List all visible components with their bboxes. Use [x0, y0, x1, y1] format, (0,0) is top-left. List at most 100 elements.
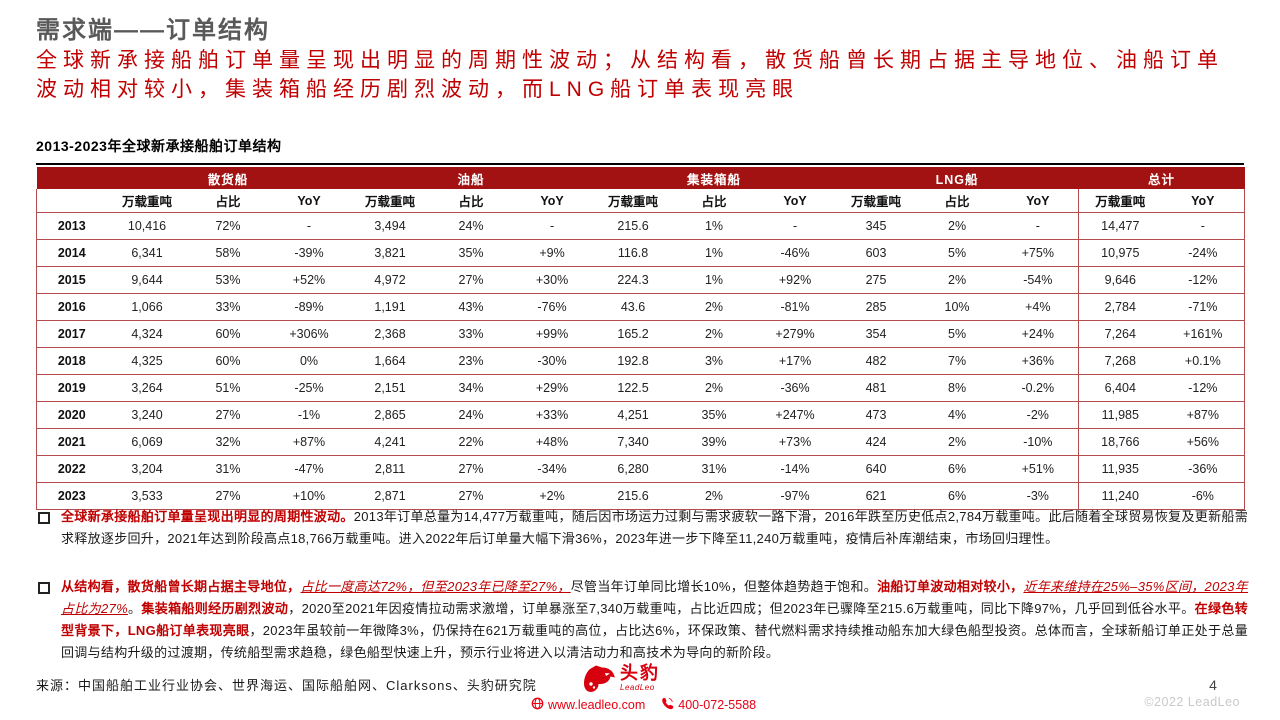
table-cell: -76%: [511, 293, 593, 321]
table-cell: 51%: [187, 374, 269, 402]
contact-line: www.leadleo.com 400-072-5588: [531, 697, 756, 713]
table-cell: 34%: [430, 374, 512, 402]
table-cell: 27%: [430, 266, 512, 294]
table-cell: 1%: [673, 266, 755, 294]
table-cell: 4,325: [106, 347, 188, 375]
table-cell: 33%: [430, 320, 512, 348]
bullet-segment: ，2023年虽较前一年微降3%，仍保持在621万载重吨的高位，占比达6%，环保政…: [61, 623, 1248, 660]
table-subheader-cell: 万载重吨: [106, 189, 188, 213]
table-cell: -12%: [1161, 374, 1246, 402]
table-cell: -14%: [754, 455, 836, 483]
year-cell: 2020: [36, 401, 107, 429]
table-group-header: 集装箱船: [592, 167, 836, 189]
table-cell: -2%: [997, 401, 1079, 429]
table-cell: 31%: [187, 455, 269, 483]
table-cell: -3%: [997, 482, 1079, 510]
table-cell: 11,935: [1078, 455, 1162, 483]
table-cell: 122.5: [592, 374, 674, 402]
table-cell: 603: [835, 239, 917, 267]
table-group-header: 散货船: [106, 167, 350, 189]
table-cell: 27%: [430, 455, 512, 483]
table-cell: 224.3: [592, 266, 674, 294]
table-cell: 4,251: [592, 401, 674, 429]
bullet-segment: 2013年订单总量为14,477万载重吨，随后因市场运力过剩与需求疲软一路下滑，…: [61, 509, 1248, 546]
table-cell: 4,241: [349, 428, 431, 456]
table-cell: 345: [835, 212, 917, 240]
table-cell: 7,268: [1078, 347, 1162, 375]
table-row: 2019 3,264 51% -25% 2,151 34% +29% 122.5 2% -36% 4…: [36, 374, 1246, 402]
page-title: 需求端——订单结构: [36, 17, 270, 44]
table-cell: 2,784: [1078, 293, 1162, 321]
table-cell: 1%: [673, 239, 755, 267]
table-subheader-cell: 万载重吨: [1078, 189, 1162, 213]
table-cell: 11,985: [1078, 401, 1162, 429]
table-cell: -0.2%: [997, 374, 1079, 402]
table-cell: 3,264: [106, 374, 188, 402]
table-cell: 53%: [187, 266, 269, 294]
table-cell: 22%: [430, 428, 512, 456]
table-cell: -1%: [268, 401, 350, 429]
table-cell: -54%: [997, 266, 1079, 294]
table-row: 2021 6,069 32% +87% 4,241 22% +48% 7,340 39% +73%…: [36, 428, 1246, 456]
phone-item: 400-072-5588: [661, 697, 756, 713]
table-cell: 3,204: [106, 455, 188, 483]
table-cell: -89%: [268, 293, 350, 321]
year-cell: 2013: [36, 212, 107, 240]
logo-en-text: LeadLeo: [620, 683, 655, 692]
table-subheader-cell: 万载重吨: [592, 189, 674, 213]
bullet-segment: 从结构看，散货船曾长期占据主导地位，: [61, 579, 301, 594]
table-cell: -46%: [754, 239, 836, 267]
table-cell: +51%: [997, 455, 1079, 483]
table-cell: 2%: [673, 374, 755, 402]
table-subheader-cell: 占比: [187, 189, 269, 213]
table-cell: 4,972: [349, 266, 431, 294]
table-cell: 14,477: [1078, 212, 1162, 240]
table-cell: 35%: [430, 239, 512, 267]
page-number: 4: [1209, 677, 1217, 693]
table-cell: -: [1161, 212, 1246, 240]
table-cell: +30%: [511, 266, 593, 294]
table-cell: +99%: [511, 320, 593, 348]
table-cell: 43%: [430, 293, 512, 321]
table-cell: +10%: [268, 482, 350, 510]
table-cell: 72%: [187, 212, 269, 240]
bullet-segment: 近年来维持在25%–35%区间，2023年占比为27%: [61, 579, 1248, 616]
table-cell: 7%: [916, 347, 998, 375]
table-cell: 5%: [916, 239, 998, 267]
table-cell: 7,264: [1078, 320, 1162, 348]
table-cell: -34%: [511, 455, 593, 483]
table-cell: 2,865: [349, 401, 431, 429]
year-cell: 2015: [36, 266, 107, 294]
bullet-segment: 尽管当年订单同比增长10%，但整体趋势趋于饱和。: [570, 579, 878, 594]
table-cell: 2,811: [349, 455, 431, 483]
table-cell: 6,069: [106, 428, 188, 456]
table-row: 2022 3,204 31% -47% 2,811 27% -34% 6,280 31% -14%…: [36, 455, 1246, 483]
table-cell: 275: [835, 266, 917, 294]
table-cell: 215.6: [592, 482, 674, 510]
table-cell: 18,766: [1078, 428, 1162, 456]
table-cell: -25%: [268, 374, 350, 402]
bullet-text: 全球新承接船舶订单量呈现出明显的周期性波动。2013年订单总量为14,477万载…: [61, 506, 1248, 550]
table-cell: 60%: [187, 347, 269, 375]
table-cell: 7,340: [592, 428, 674, 456]
table-cell: 2%: [916, 428, 998, 456]
year-cell: 2018: [36, 347, 107, 375]
table-cell: 27%: [430, 482, 512, 510]
table-cell: +9%: [511, 239, 593, 267]
phone-icon: [661, 697, 674, 713]
table-cell: 3,821: [349, 239, 431, 267]
table-cell: 10%: [916, 293, 998, 321]
table-cell: 32%: [187, 428, 269, 456]
table-cell: 3,533: [106, 482, 188, 510]
table-body: 2013 10,416 72% -3,494 24% -215.6 1% -345 2% -14,…: [36, 212, 1246, 510]
table-subheader-cell: 占比: [916, 189, 998, 213]
table-cell: +48%: [511, 428, 593, 456]
table-cell: +87%: [1161, 401, 1246, 429]
table-cell: +161%: [1161, 320, 1246, 348]
bullet-segment: 油船订单波动相对较小，: [877, 579, 1024, 594]
table-cell: -6%: [1161, 482, 1246, 510]
table-cell: -47%: [268, 455, 350, 483]
globe-icon: [531, 697, 544, 713]
table-cell: 215.6: [592, 212, 674, 240]
